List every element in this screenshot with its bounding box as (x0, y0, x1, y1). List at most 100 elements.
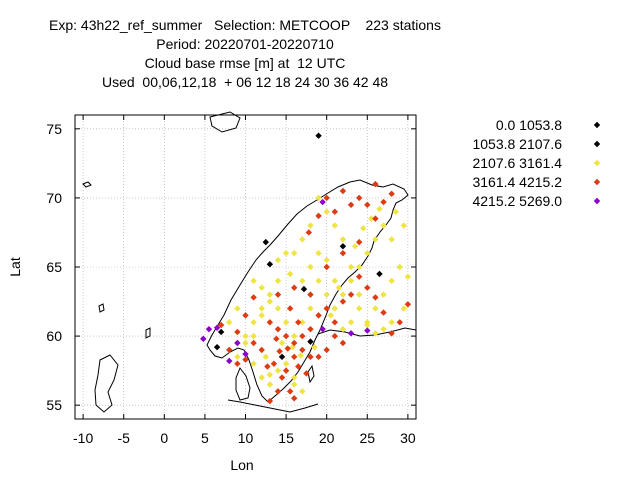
y-tick-label: 60 (46, 328, 62, 344)
data-point (259, 347, 265, 353)
data-point (315, 278, 321, 284)
data-point (234, 354, 240, 360)
data-point (401, 222, 407, 228)
data-point (242, 340, 248, 346)
data-point (323, 209, 329, 215)
data-point (352, 243, 358, 249)
data-point (405, 273, 411, 279)
data-point (291, 395, 297, 401)
data-points (200, 133, 411, 405)
data-point (401, 305, 407, 311)
uk-coast (95, 355, 118, 412)
data-point (380, 199, 386, 205)
data-point (263, 354, 269, 360)
data-point (275, 367, 281, 373)
data-point (267, 291, 273, 297)
data-point (267, 372, 273, 378)
data-point (356, 273, 362, 279)
data-point (380, 291, 386, 297)
data-point (307, 264, 313, 270)
data-point (323, 264, 329, 270)
data-point (285, 345, 291, 351)
data-point (323, 305, 329, 311)
data-point (259, 374, 265, 380)
data-point (275, 305, 281, 311)
y-tick-label: 55 (46, 397, 62, 413)
data-point (279, 340, 285, 346)
data-point (348, 264, 354, 270)
data-point (323, 291, 329, 297)
data-point (271, 361, 277, 367)
legend-marker (594, 122, 600, 128)
x-tick-label: 20 (319, 430, 335, 446)
data-point (315, 213, 321, 219)
data-point (275, 326, 281, 332)
data-point (234, 340, 240, 346)
data-point (234, 361, 240, 367)
data-point (340, 243, 346, 249)
legend-marker (594, 141, 600, 147)
data-point (226, 347, 232, 353)
legend-label: 4215.2 5269.0 (472, 193, 562, 209)
data-point (340, 236, 346, 242)
data-point (340, 340, 346, 346)
data-point (295, 319, 301, 325)
data-point (372, 305, 378, 311)
data-point (250, 294, 256, 300)
data-point (283, 333, 289, 339)
legend-label: 1053.8 2107.6 (472, 136, 562, 152)
data-point (307, 291, 313, 297)
data-point (332, 278, 338, 284)
data-point (372, 236, 378, 242)
data-point (250, 278, 256, 284)
data-point (267, 261, 273, 267)
data-point (340, 188, 346, 194)
faroe-islands (99, 304, 104, 312)
legend-marker (594, 160, 600, 166)
data-point (356, 291, 362, 297)
data-point (291, 285, 297, 291)
data-point (306, 229, 312, 235)
data-point (206, 326, 212, 332)
data-point (299, 333, 305, 339)
x-axis-label: Lon (230, 457, 253, 473)
data-point (388, 191, 394, 197)
legend-marker (594, 179, 600, 185)
data-point (323, 257, 329, 263)
data-point (311, 344, 317, 350)
y-tick-label: 70 (46, 190, 62, 206)
data-point (397, 264, 403, 270)
data-point (234, 329, 240, 335)
data-point (348, 291, 354, 297)
x-ticks: -10 -5 0 5 10 15 20 25 30 (73, 115, 416, 446)
data-point (388, 236, 394, 242)
data-point (291, 354, 297, 360)
data-point (307, 326, 313, 332)
data-point (340, 291, 346, 297)
data-point (275, 291, 281, 297)
data-point (307, 222, 313, 228)
data-point (259, 285, 265, 291)
data-point (263, 239, 269, 245)
data-point (380, 326, 386, 332)
data-point (328, 312, 334, 318)
x-tick-label: 5 (201, 430, 209, 446)
data-point (200, 336, 206, 342)
data-point (250, 319, 256, 325)
data-point (242, 333, 248, 339)
denmark-coast (236, 368, 250, 400)
x-tick-label: 10 (238, 430, 254, 446)
grid (75, 115, 416, 419)
data-point (250, 340, 256, 346)
data-point (380, 222, 386, 228)
x-tick-label: 30 (400, 430, 416, 446)
data-point (291, 381, 297, 387)
data-point (283, 319, 289, 325)
shetland-islands (146, 328, 150, 338)
data-point (315, 133, 321, 139)
jan-mayen-island (83, 182, 91, 187)
data-point (356, 264, 362, 270)
data-point (214, 344, 220, 350)
data-point (340, 250, 346, 256)
data-point (332, 222, 338, 228)
